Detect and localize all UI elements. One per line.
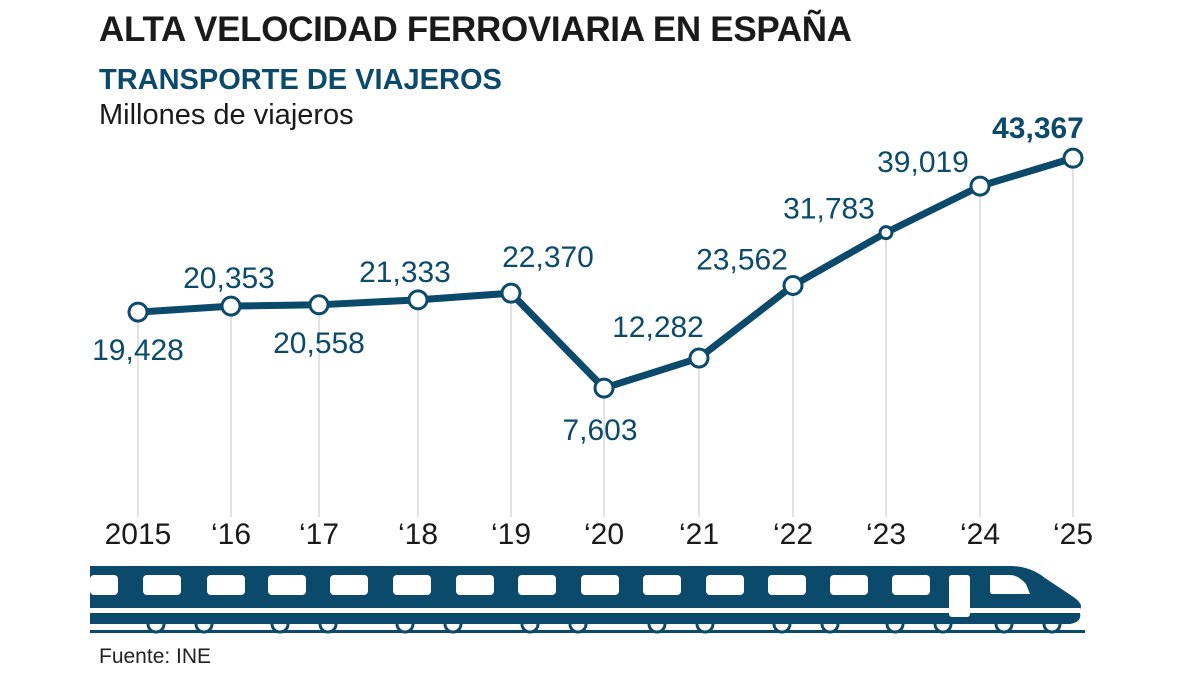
data-label: 12,282: [612, 311, 704, 344]
data-label: 43,367: [992, 112, 1084, 145]
high-speed-train-icon: [90, 566, 1085, 634]
unit-label: Millones de viajeros: [99, 99, 354, 131]
data-point: [500, 282, 522, 304]
x-tick-label: ‘16: [211, 518, 251, 551]
source-note: Fuente: INE: [99, 645, 212, 668]
data-labels: 19,428 20,353 20,558 21,333 22,370 7,603 12,28…: [92, 112, 1084, 447]
data-label: 19,428: [92, 334, 184, 367]
x-tick-label: ‘19: [491, 518, 531, 551]
data-label: 20,353: [183, 262, 275, 295]
data-point: [308, 294, 330, 316]
data-label: 20,558: [273, 327, 365, 360]
data-label: 21,333: [359, 256, 451, 289]
x-tick-label: ‘20: [584, 518, 624, 551]
data-label: 7,603: [562, 414, 637, 447]
data-point: [127, 301, 149, 323]
data-point: [688, 347, 710, 369]
data-point: [782, 274, 804, 296]
x-tick-label: ‘18: [398, 518, 438, 551]
chart-title: ALTA VELOCIDAD FERROVIARIA EN ESPAÑA: [99, 10, 852, 49]
x-tick-label: ‘25: [1053, 518, 1093, 551]
data-point: [878, 225, 894, 241]
data-points: [127, 147, 1084, 399]
data-point: [969, 175, 991, 197]
x-tick-label: ‘24: [960, 518, 1000, 551]
gridlines: [137, 158, 1074, 517]
x-tick-label: 2015: [105, 518, 172, 551]
x-tick-label: ‘22: [773, 518, 813, 551]
x-tick-label: ‘17: [299, 518, 339, 551]
data-label: 22,370: [502, 241, 594, 274]
x-tick-label: ‘21: [679, 518, 719, 551]
data-label: 39,019: [877, 146, 969, 179]
x-tick-label: ‘23: [866, 518, 906, 551]
chart-subtitle: TRANSPORTE DE VIAJEROS: [99, 64, 502, 96]
data-label: 23,562: [696, 243, 788, 276]
data-label: 31,783: [783, 193, 875, 226]
x-axis-ticks: 2015 ‘16 ‘17 ‘18 ‘19 ‘20 ‘21 ‘22 ‘23 ‘24 ‘25: [105, 518, 1093, 551]
data-point: [593, 377, 615, 399]
data-point: [220, 295, 242, 317]
data-point: [1062, 147, 1084, 169]
data-point: [407, 289, 429, 311]
